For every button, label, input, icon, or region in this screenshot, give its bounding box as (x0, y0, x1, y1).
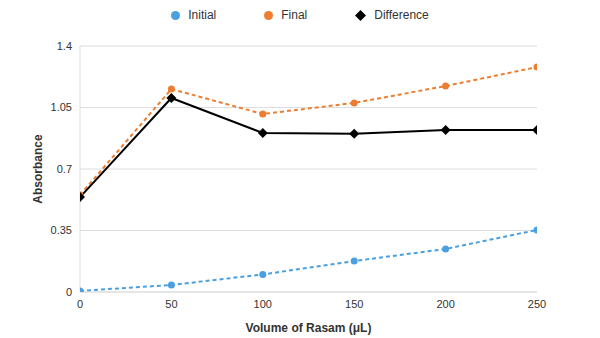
svg-text:100: 100 (254, 298, 272, 310)
svg-text:0.35: 0.35 (51, 224, 72, 236)
svg-text:0.7: 0.7 (57, 163, 72, 175)
svg-text:250: 250 (528, 298, 546, 310)
svg-text:0: 0 (66, 286, 72, 298)
svg-text:50: 50 (165, 298, 177, 310)
svg-text:1.05: 1.05 (51, 101, 72, 113)
svg-text:0: 0 (77, 298, 83, 310)
svg-text:1.4: 1.4 (57, 40, 72, 52)
svg-text:Volume of Rasam (μL): Volume of Rasam (μL) (246, 321, 372, 335)
html-text:Initial: Initial (188, 8, 217, 22)
svg-text:150: 150 (345, 298, 363, 310)
svg-text:Absorbance: Absorbance (31, 134, 45, 204)
svg-text:200: 200 (436, 298, 454, 310)
html-text:Final: Final (281, 8, 308, 22)
html-text:Difference: Difference (374, 8, 429, 22)
